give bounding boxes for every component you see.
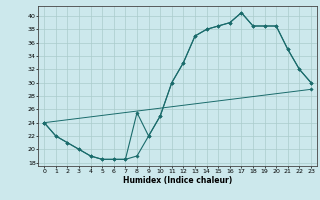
X-axis label: Humidex (Indice chaleur): Humidex (Indice chaleur): [123, 176, 232, 185]
